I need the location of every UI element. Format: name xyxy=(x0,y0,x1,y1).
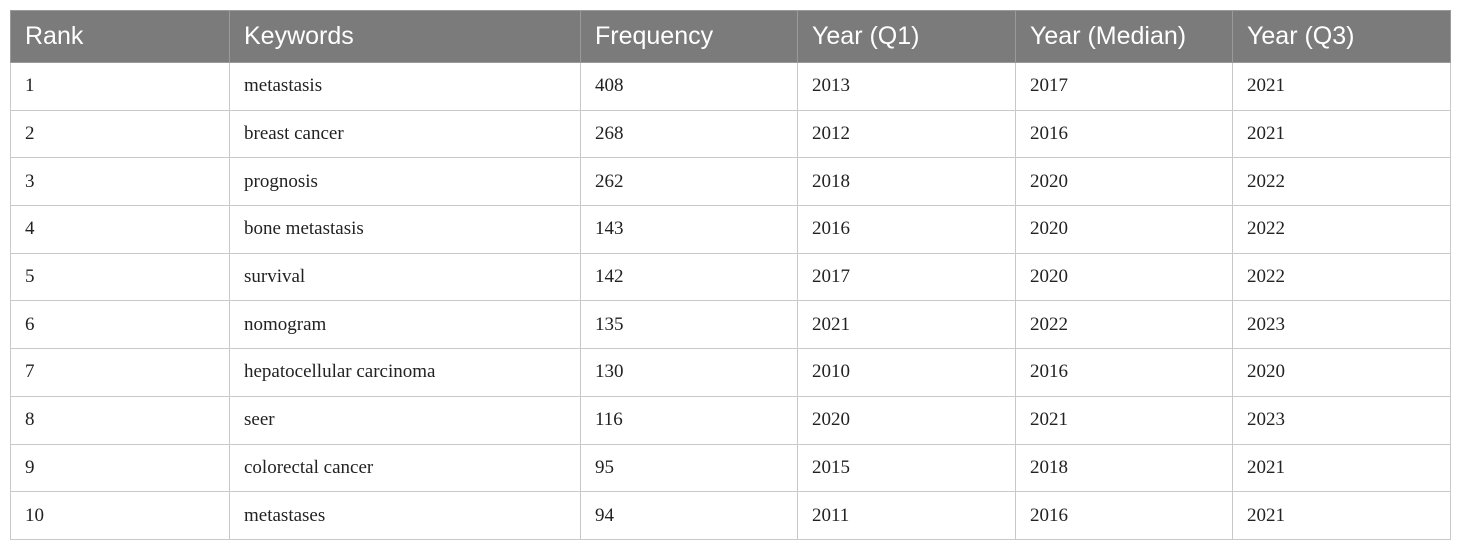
cell-year-median: 2021 xyxy=(1015,395,1233,445)
cell-frequency: 408 xyxy=(580,62,798,111)
cell-year-median: 2020 xyxy=(1015,252,1233,302)
table-row: 4 bone metastasis 143 2016 2020 2022 xyxy=(10,205,1451,254)
cell-frequency: 262 xyxy=(580,157,798,207)
cell-year-q1: 2015 xyxy=(797,443,1016,493)
cell-rank: 1 xyxy=(10,62,230,111)
cell-year-q3: 2022 xyxy=(1232,205,1451,254)
cell-keyword: metastasis xyxy=(229,62,581,111)
keywords-table: Rank Keywords Frequency Year (Q1) Year (… xyxy=(10,10,1451,540)
header-year-median: Year (Median) xyxy=(1015,10,1233,63)
cell-frequency: 142 xyxy=(580,252,798,302)
cell-keyword: survival xyxy=(229,252,581,302)
table-row: 10 metastases 94 2011 2016 2021 xyxy=(10,491,1451,540)
cell-year-q1: 2021 xyxy=(797,300,1016,350)
cell-year-q3: 2022 xyxy=(1232,252,1451,302)
table-row: 2 breast cancer 268 2012 2016 2021 xyxy=(10,109,1451,159)
cell-year-median: 2020 xyxy=(1015,157,1233,207)
cell-year-median: 2016 xyxy=(1015,348,1233,397)
table-row: 9 colorectal cancer 95 2015 2018 2021 xyxy=(10,443,1451,493)
cell-keyword: colorectal cancer xyxy=(229,443,581,493)
cell-year-q3: 2023 xyxy=(1232,395,1451,445)
cell-keyword: nomogram xyxy=(229,300,581,350)
table-row: 3 prognosis 262 2018 2020 2022 xyxy=(10,157,1451,207)
cell-keyword: metastases xyxy=(229,491,581,540)
cell-year-median: 2017 xyxy=(1015,62,1233,111)
cell-rank: 3 xyxy=(10,157,230,207)
cell-frequency: 135 xyxy=(580,300,798,350)
cell-keyword: hepatocellular carcinoma xyxy=(229,348,581,397)
cell-year-q3: 2022 xyxy=(1232,157,1451,207)
cell-year-q3: 2021 xyxy=(1232,62,1451,111)
cell-year-q1: 2017 xyxy=(797,252,1016,302)
cell-frequency: 268 xyxy=(580,109,798,159)
table-row: 7 hepatocellular carcinoma 130 2010 2016… xyxy=(10,348,1451,397)
cell-frequency: 143 xyxy=(580,205,798,254)
keywords-table-container: Rank Keywords Frequency Year (Q1) Year (… xyxy=(10,10,1451,540)
cell-year-median: 2016 xyxy=(1015,109,1233,159)
table-row: 1 metastasis 408 2013 2017 2021 xyxy=(10,62,1451,111)
header-row: Rank Keywords Frequency Year (Q1) Year (… xyxy=(10,10,1451,63)
cell-year-median: 2016 xyxy=(1015,491,1233,540)
cell-year-q1: 2013 xyxy=(797,62,1016,111)
cell-year-median: 2020 xyxy=(1015,205,1233,254)
cell-rank: 2 xyxy=(10,109,230,159)
table-body: 1 metastasis 408 2013 2017 2021 2 breast… xyxy=(10,62,1451,540)
table-row: 8 seer 116 2020 2021 2023 xyxy=(10,395,1451,445)
cell-year-q3: 2023 xyxy=(1232,300,1451,350)
table-header: Rank Keywords Frequency Year (Q1) Year (… xyxy=(10,10,1451,63)
cell-rank: 6 xyxy=(10,300,230,350)
cell-year-median: 2018 xyxy=(1015,443,1233,493)
cell-year-q1: 2018 xyxy=(797,157,1016,207)
cell-year-q1: 2020 xyxy=(797,395,1016,445)
cell-rank: 5 xyxy=(10,252,230,302)
cell-year-median: 2022 xyxy=(1015,300,1233,350)
cell-year-q1: 2011 xyxy=(797,491,1016,540)
cell-year-q1: 2010 xyxy=(797,348,1016,397)
header-rank: Rank xyxy=(10,10,230,63)
cell-year-q1: 2012 xyxy=(797,109,1016,159)
cell-frequency: 94 xyxy=(580,491,798,540)
cell-rank: 8 xyxy=(10,395,230,445)
table-row: 5 survival 142 2017 2020 2022 xyxy=(10,252,1451,302)
header-frequency: Frequency xyxy=(580,10,798,63)
header-year-q3: Year (Q3) xyxy=(1232,10,1451,63)
cell-year-q3: 2021 xyxy=(1232,443,1451,493)
cell-keyword: bone metastasis xyxy=(229,205,581,254)
cell-frequency: 130 xyxy=(580,348,798,397)
cell-keyword: seer xyxy=(229,395,581,445)
cell-rank: 4 xyxy=(10,205,230,254)
cell-year-q1: 2016 xyxy=(797,205,1016,254)
cell-year-q3: 2021 xyxy=(1232,109,1451,159)
header-keywords: Keywords xyxy=(229,10,581,63)
cell-keyword: breast cancer xyxy=(229,109,581,159)
cell-year-q3: 2021 xyxy=(1232,491,1451,540)
cell-rank: 10 xyxy=(10,491,230,540)
cell-keyword: prognosis xyxy=(229,157,581,207)
cell-rank: 9 xyxy=(10,443,230,493)
cell-frequency: 95 xyxy=(580,443,798,493)
header-year-q1: Year (Q1) xyxy=(797,10,1016,63)
table-row: 6 nomogram 135 2021 2022 2023 xyxy=(10,300,1451,350)
cell-rank: 7 xyxy=(10,348,230,397)
cell-frequency: 116 xyxy=(580,395,798,445)
cell-year-q3: 2020 xyxy=(1232,348,1451,397)
